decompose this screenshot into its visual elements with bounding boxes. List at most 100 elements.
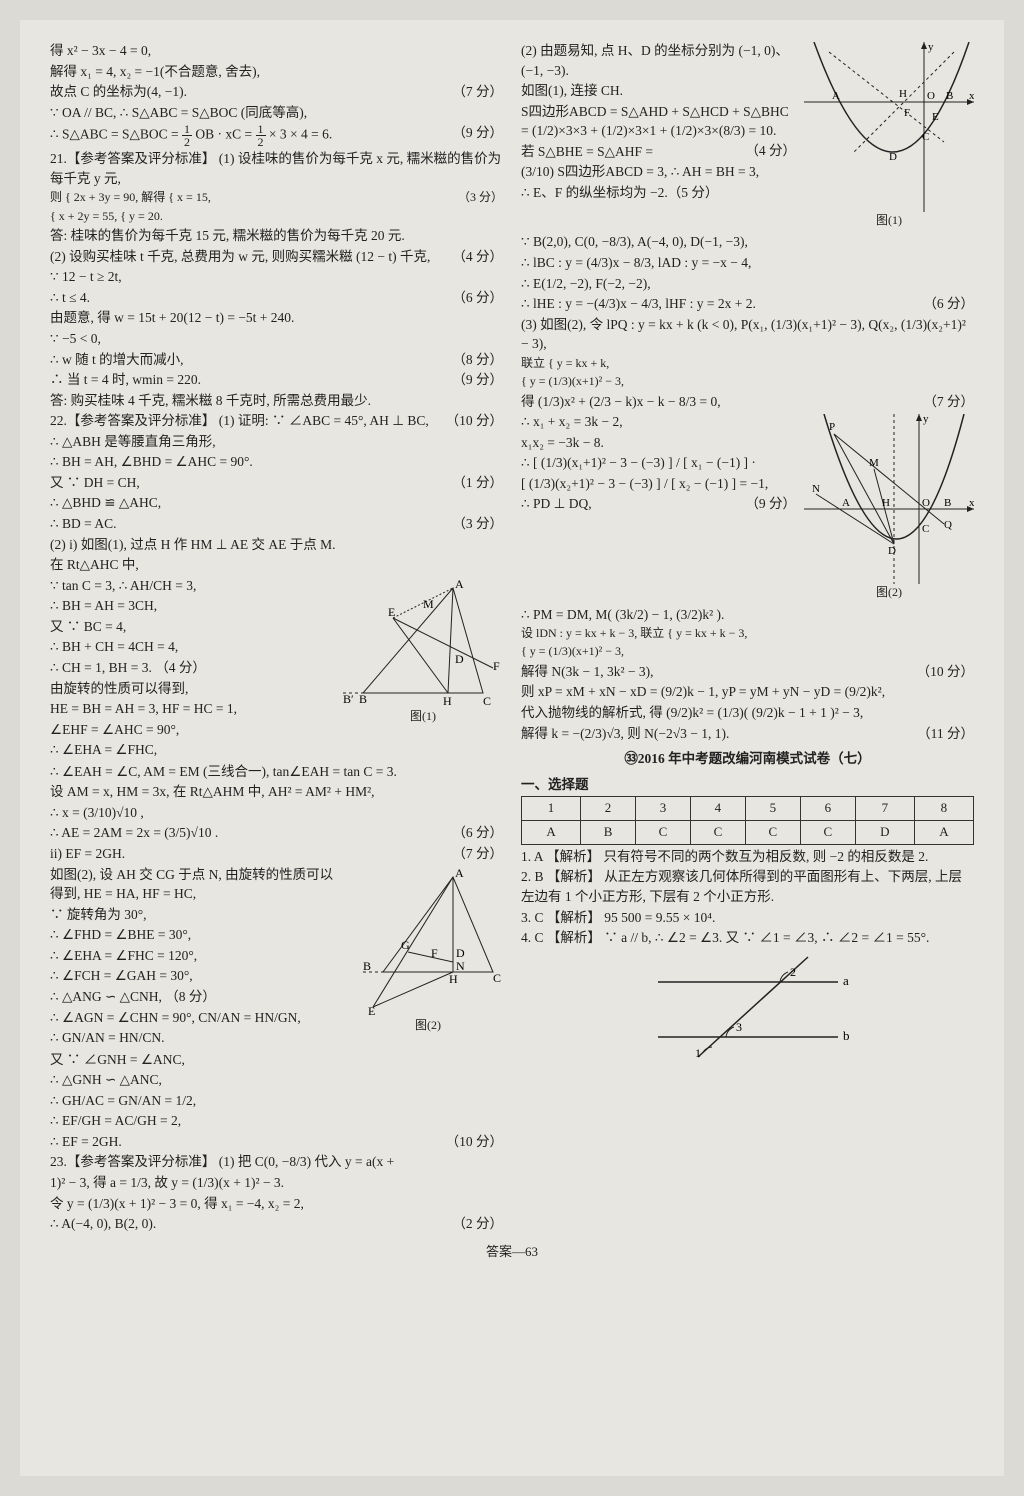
text: ∴ PM = DM, M( (3k/2) − 1, (3/2)k² ).	[521, 605, 974, 625]
text: ∴ BD = AC.	[50, 516, 116, 531]
text: ∴ △GNH ∽ △ANC,	[50, 1070, 503, 1090]
text: [ (1/3)(x₂+1)² − 3 − (−3) ] / [ x₂ − (−1…	[521, 476, 768, 491]
text: (2) i) 如图(1), 过点 H 作 HM ⊥ AE 交 AE 于点 M.	[50, 535, 503, 555]
text: ∴ t ≤ 4.	[50, 290, 90, 305]
text: ∴ CH = 1, BH = 3. （4 分）	[50, 658, 503, 678]
text: ∴ S△ABC = S△BOC =	[50, 127, 182, 142]
text: (2) 由题易知, 点 H、D 的坐标分别为 (−1, 0)、(−1, −3).	[521, 41, 974, 80]
text: 由旋转的性质可以得到,	[50, 679, 503, 699]
text: ∴ E、F 的纵坐标均为 −2.（5 分）	[521, 183, 974, 203]
cell: C	[636, 821, 691, 845]
table-row: 1 2 3 4 5 6 7 8	[522, 797, 974, 821]
text: ∵ tan C = 3, ∴ AH/CH = 3,	[50, 576, 503, 596]
text: ii) EF = 2GH.（7 分）	[50, 844, 503, 864]
svg-text:a: a	[843, 973, 849, 988]
text: 答: 购买桂味 4 千克, 糯米糍 8 千克时, 所需总费用最少.	[50, 391, 503, 411]
score: （3 分）	[452, 514, 503, 534]
text: ∴ E(1/2, −2), F(−2, −2),	[521, 274, 974, 294]
text: ∴ lBC : y = (4/3)x − 8/3, lAD : y = −x −…	[521, 253, 974, 273]
text: 解得 k = −(2/3)√3, 则 N(−2√3 − 1, 1).	[521, 726, 729, 741]
score: （6 分）	[452, 823, 503, 843]
cell: 6	[800, 797, 855, 821]
text: ∴ t ≤ 4.（6 分）	[50, 288, 503, 308]
text: 解得 N(3k − 1, 3k² − 3),	[521, 664, 654, 679]
text: [ (1/3)(x₂+1)² − 3 − (−3) ] / [ x₂ − (−1…	[521, 474, 974, 494]
text: ∴ w 随 t 的增大而减小,	[50, 352, 183, 367]
text: 解得 N(3k − 1, 3k² − 3),（10 分）	[521, 662, 974, 682]
fig-label: 图(1)	[804, 212, 974, 229]
score: （7 分）	[452, 82, 503, 102]
text: 又 ∵ BC = 4,	[50, 617, 503, 637]
right-column: x y A H F O B E C D 图(1) (2) 由题易知, 点 H、D…	[521, 40, 974, 1235]
text: 又 ∵ ∠GNH = ∠ANC,	[50, 1050, 503, 1070]
score: （1 分）	[452, 473, 503, 493]
exp: 2. B 【解析】 从正左方观察该几何体所得到的平面图形有上、下两层, 上层左边…	[521, 867, 974, 906]
text: ∴ AE = 2AM = 2x = (3/5)√10 .（6 分）	[50, 823, 503, 843]
score: （7 分）	[452, 844, 503, 864]
cell: 1	[522, 797, 581, 821]
text: S四边形ABCD = S△AHD + S△HCD + S△BHC = (1/2)…	[521, 104, 789, 139]
text: ∵ −5 < 0,	[50, 329, 503, 349]
text: ∴ BH = AH, ∠BHD = ∠AHC = 90°.	[50, 452, 503, 472]
text: ∴ x₁ + x₂ = 3k − 2,	[521, 412, 974, 432]
paper-title: ㉝2016 年中考题改编河南模式试卷（七）	[521, 749, 974, 769]
text: ∵ OA // BC, ∴ S△ABC = S△BOC (同底等高),	[50, 103, 503, 123]
text: 得 (1/3)x² + (2/3 − k)x − k − 8/3 = 0,（7 …	[521, 392, 974, 412]
columns: 得 x² − 3x − 4 = 0, 解得 x₁ = 4, x₂ = −1(不合…	[50, 40, 974, 1235]
text: ∴ w 随 t 的增大而减小, （8 分）	[50, 350, 503, 370]
page: 得 x² − 3x − 4 = 0, 解得 x₁ = 4, x₂ = −1(不合…	[20, 20, 1004, 1476]
text: 得 x² − 3x − 4 = 0,	[50, 41, 503, 61]
text: 1)² − 3, 得 a = 1/3, 故 y = (1/3)(x + 1)² …	[50, 1173, 503, 1193]
text: 答: 桂味的售价为每千克 15 元, 糯米糍的售价为每千克 20 元.	[50, 226, 503, 246]
text: ∴ △ANG ∽ △CNH, （8 分）	[50, 987, 503, 1007]
exp: 4. C 【解析】 ∵ a // b, ∴ ∠2 = ∠3. 又 ∵ ∠1 = …	[521, 928, 974, 948]
text: ∴ △ABH 是等腰直角三角形,	[50, 432, 503, 452]
text: ∴ EF = 2GH.（10 分）	[50, 1132, 503, 1152]
text: ∴ [ (1/3)(x₁+1)² − 3 − (−3) ] / [ x₁ − (…	[521, 453, 974, 473]
text: 如图(2), 设 AH 交 CG 于点 N, 由旋转的性质可以得到, HE = …	[50, 865, 503, 904]
answer-table: 1 2 3 4 5 6 7 8 A B C C C C D A	[521, 796, 974, 845]
cell: 2	[581, 797, 636, 821]
parallel-lines-fig: a b 2 3 1	[521, 952, 974, 1062]
text: HE = BH = AH = 3, HF = HC = 1,	[50, 699, 503, 719]
text: ∴ EF/GH = AC/GH = 2,	[50, 1111, 503, 1131]
cell: D	[855, 821, 914, 845]
text: ∴ BD = AC. （3 分）	[50, 514, 503, 534]
text: ∴ ∠EHA = ∠FHC = 120°,	[50, 946, 503, 966]
page-footer: 答案—63	[50, 1243, 974, 1262]
text: 解得 x₁ = 4, x₂ = −1(不合题意, 舍去),	[50, 62, 503, 82]
cell: 4	[690, 797, 745, 821]
cell: C	[690, 821, 745, 845]
text: ∴ BH + CH = 4CH = 4,	[50, 637, 503, 657]
text: ∵ B(2,0), C(0, −8/3), A(−4, 0), D(−1, −3…	[521, 232, 974, 252]
text: S四边形ABCD = S△AHD + S△HCD + S△BHC = (1/2)…	[521, 102, 974, 141]
cell: 7	[855, 797, 914, 821]
text: 若 S△BHE = S△AHF =	[521, 142, 974, 162]
text: ∴ GN/AN = HN/CN.	[50, 1028, 503, 1048]
score: （8 分）	[452, 350, 503, 370]
cell: C	[745, 821, 800, 845]
text: ∴ ∠AGN = ∠CHN = 90°, CN/AN = HN/GN,	[50, 1008, 503, 1028]
svg-text:D: D	[888, 545, 896, 557]
text: ∵ 旋转角为 30°,	[50, 905, 503, 925]
text: 答: 桂味的售价为每千克 15 元, 糯米糍的售价为每千克 20 元.	[50, 228, 405, 243]
text: 则 { 2x + 3y = 90, 解得 { x = 15,（3 分）	[50, 189, 503, 206]
svg-text:C: C	[922, 523, 929, 535]
text: (3/10) S四边形ABCD = 3, ∴ AH = BH = 3,	[521, 162, 974, 182]
text: x₁x₂ = −3k − 8.	[521, 433, 974, 453]
text: ∴ ∠FHD = ∠BHE = 30°,	[50, 925, 503, 945]
text: { y = (1/3)(x+1)² − 3,	[521, 643, 974, 660]
svg-text:3: 3	[736, 1020, 742, 1034]
cell: B	[581, 821, 636, 845]
score: （2 分）	[452, 1214, 503, 1234]
table-row: A B C C C C D A	[522, 821, 974, 845]
text: ∴ 当 t = 4 时, wmin = 220.（9 分）	[50, 370, 503, 390]
text: ∴ A(−4, 0), B(2, 0).（2 分）	[50, 1214, 503, 1234]
text: (2) 设购买桂味 t 千克, 总费用为 w 元, 则购买糯米糍 (12 − t…	[50, 247, 503, 267]
text: 联立 { y = kx + k,	[521, 355, 974, 372]
text: ∴ ∠FCH = ∠GAH = 30°,	[50, 966, 503, 986]
score: （11 分）	[917, 724, 974, 744]
text: ∴ lHE : y = −(4/3)x − 4/3, lHF : y = 2x …	[521, 296, 756, 311]
text: 设 lDN : y = kx + k − 3, 联立 { y = kx + k …	[521, 625, 974, 642]
text: ∴ S△ABC = S△BOC = 12 OB · xC = 12 × 3 × …	[50, 123, 503, 148]
